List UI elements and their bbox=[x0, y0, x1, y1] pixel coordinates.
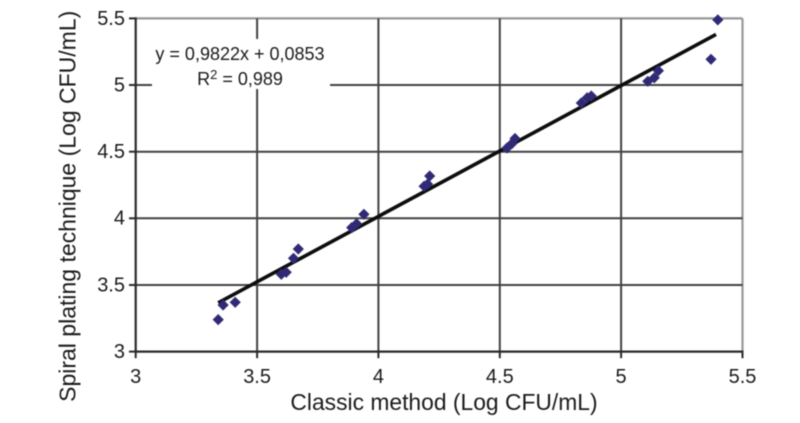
svg-text:3.5: 3.5 bbox=[97, 274, 125, 296]
svg-text:R2 = 0,989: R2 = 0,989 bbox=[197, 67, 283, 89]
svg-text:3: 3 bbox=[114, 341, 125, 363]
svg-text:4.5: 4.5 bbox=[97, 141, 125, 163]
svg-text:5: 5 bbox=[616, 366, 627, 388]
svg-text:3.5: 3.5 bbox=[243, 366, 271, 388]
svg-text:3: 3 bbox=[130, 366, 141, 388]
svg-text:Spiral plating technique (Log: Spiral plating technique (Log CFU/mL) bbox=[55, 11, 81, 402]
svg-text:5.5: 5.5 bbox=[729, 366, 757, 388]
svg-text:4: 4 bbox=[373, 366, 384, 388]
svg-text:5.5: 5.5 bbox=[97, 8, 125, 30]
svg-text:y = 0,9822x + 0,0853: y = 0,9822x + 0,0853 bbox=[155, 44, 324, 64]
svg-text:Classic method (Log CFU/mL): Classic method (Log CFU/mL) bbox=[290, 389, 597, 415]
svg-text:5: 5 bbox=[114, 74, 125, 96]
svg-text:4: 4 bbox=[114, 208, 125, 230]
svg-text:4.5: 4.5 bbox=[486, 366, 514, 388]
